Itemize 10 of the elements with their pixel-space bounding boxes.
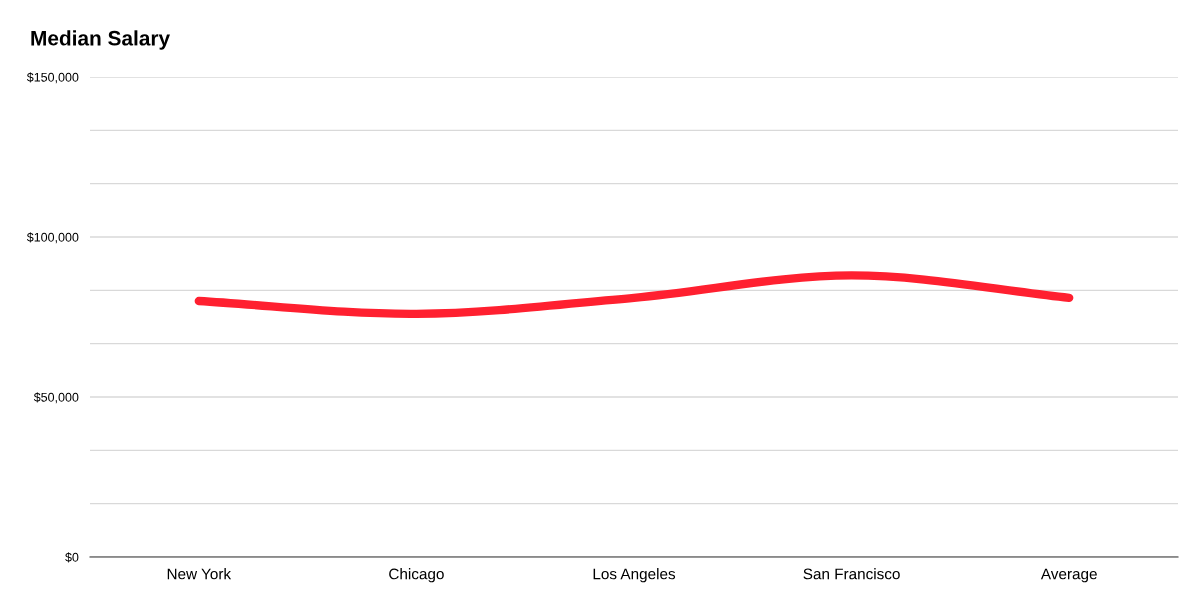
x-tick-label: Chicago [389, 568, 444, 583]
x-tick-label: San Francisco [803, 568, 900, 580]
y-tick-label: $100,000 [26, 232, 79, 244]
x-tick-label: Average [1040, 568, 1097, 583]
y-tick-label: $50,000 [33, 392, 79, 404]
x-tick-label: Los Angeles [593, 568, 676, 583]
chart-title: Median Salary [31, 30, 170, 50]
y-tick-label: $150,000 [26, 72, 79, 84]
y-tick-label: $0 [65, 552, 79, 563]
x-tick-label: New York [167, 568, 232, 580]
